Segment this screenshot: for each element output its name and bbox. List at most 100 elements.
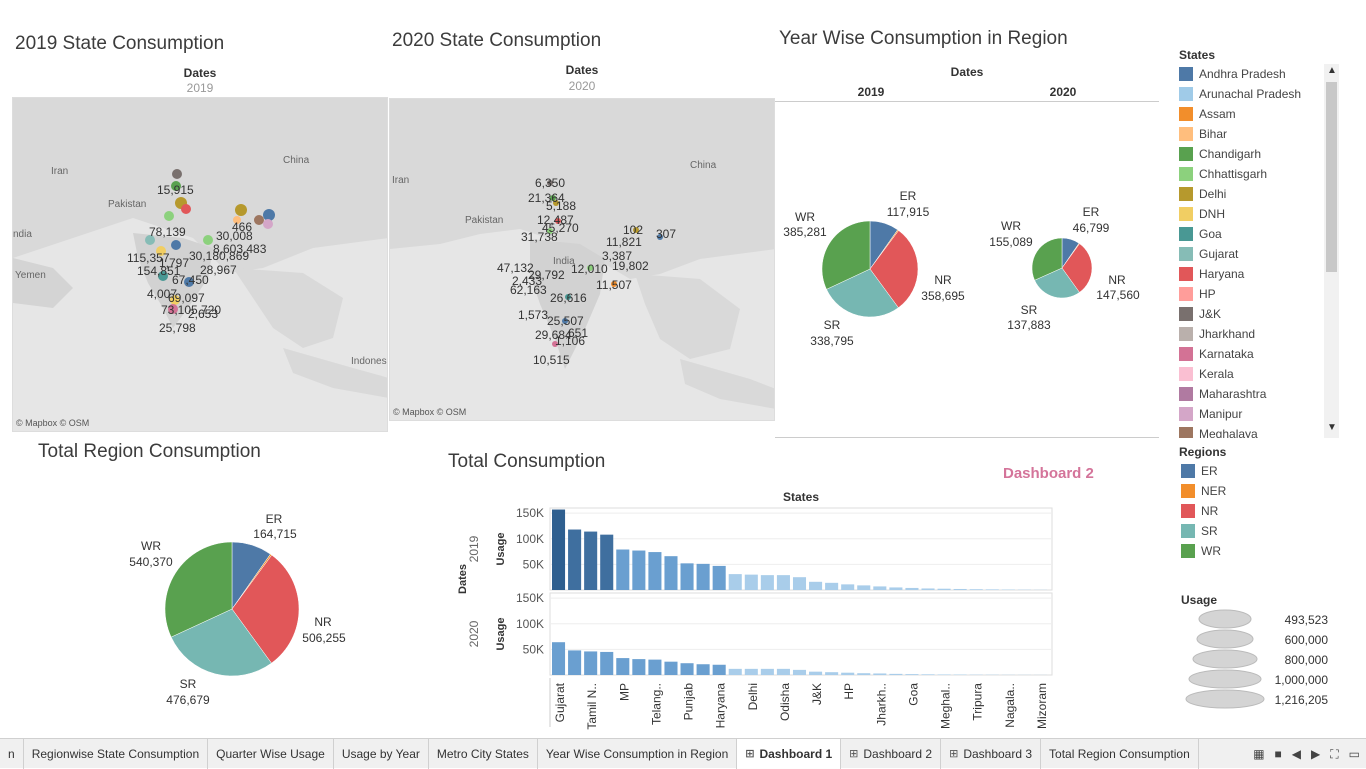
bar[interactable] — [777, 669, 790, 675]
legend-item[interactable]: WR — [1181, 541, 1331, 561]
bar[interactable] — [986, 589, 999, 590]
bar[interactable] — [793, 670, 806, 675]
legend-item[interactable]: Bihar — [1179, 124, 1324, 144]
bar[interactable] — [921, 674, 934, 675]
legend-item[interactable]: NR — [1181, 501, 1331, 521]
map2020-attribution[interactable]: © Mapbox © OSM — [393, 407, 466, 417]
bar[interactable] — [873, 586, 886, 590]
bar[interactable] — [616, 658, 629, 675]
legend-item[interactable]: ER — [1181, 461, 1331, 481]
bar[interactable] — [584, 651, 597, 675]
scroll-thumb[interactable] — [1326, 82, 1337, 272]
scroll-down-icon[interactable]: ▼ — [1327, 422, 1337, 433]
bar[interactable] — [793, 577, 806, 590]
bar[interactable] — [648, 660, 661, 675]
bar[interactable] — [600, 535, 613, 590]
bar[interactable] — [568, 530, 581, 590]
film-strip-icon[interactable]: ■ — [1275, 747, 1282, 761]
tab-regionwise-state-consumption[interactable]: Regionwise State Consumption — [24, 739, 208, 769]
bar[interactable] — [873, 673, 886, 675]
legend-item[interactable]: Chhattisgarh — [1179, 164, 1324, 184]
map-2019[interactable]: Iran Pakistan China Yemen Indones ndia — [12, 97, 388, 432]
bar[interactable] — [954, 589, 967, 590]
tab-metro-city-states[interactable]: Metro City States — [429, 739, 538, 769]
bar[interactable] — [632, 659, 645, 675]
prev-sheet-icon[interactable]: ◀ — [1292, 747, 1301, 761]
bar[interactable] — [761, 669, 774, 675]
bar[interactable] — [970, 589, 983, 590]
bar[interactable] — [648, 552, 661, 590]
bar[interactable] — [809, 582, 822, 590]
bar[interactable] — [921, 588, 934, 590]
next-sheet-icon[interactable]: ▶ — [1311, 747, 1320, 761]
bar[interactable] — [905, 674, 918, 675]
legend-item[interactable]: Arunachal Pradesh — [1179, 84, 1324, 104]
bar[interactable] — [857, 585, 870, 590]
bar[interactable] — [713, 566, 726, 590]
legend-item[interactable]: Goa — [1179, 224, 1324, 244]
bar[interactable] — [841, 673, 854, 675]
tab-n[interactable]: n — [0, 739, 24, 769]
legend-item[interactable]: HP — [1179, 284, 1324, 304]
legend-item[interactable]: Chandigarh — [1179, 144, 1324, 164]
bar[interactable] — [713, 665, 726, 675]
presentation-icon[interactable]: ▭ — [1349, 747, 1360, 761]
tab-dashboard-2[interactable]: ⊞Dashboard 2 — [841, 739, 941, 769]
bar[interactable] — [938, 589, 951, 590]
bar[interactable] — [600, 652, 613, 675]
bar[interactable] — [777, 575, 790, 590]
tab-usage-by-year[interactable]: Usage by Year — [334, 739, 429, 769]
bar[interactable] — [697, 664, 710, 675]
bar[interactable] — [889, 674, 902, 675]
bar[interactable] — [905, 588, 918, 590]
legend-item[interactable]: Gujarat — [1179, 244, 1324, 264]
fullscreen-icon[interactable]: ⛶ — [1330, 747, 1338, 762]
legend-item[interactable]: Manipur — [1179, 404, 1324, 424]
legend-item[interactable]: Delhi — [1179, 184, 1324, 204]
tab-dashboard-3[interactable]: ⊞Dashboard 3 — [941, 739, 1041, 769]
bar[interactable] — [681, 663, 694, 675]
grid-view-icon[interactable]: ▦ — [1253, 747, 1264, 761]
bar[interactable] — [745, 575, 758, 590]
bar[interactable] — [729, 574, 742, 590]
bar[interactable] — [664, 556, 677, 590]
bar[interactable] — [938, 674, 951, 675]
bar[interactable] — [697, 564, 710, 590]
legend-item[interactable]: Haryana — [1179, 264, 1324, 284]
legend-item[interactable]: Meghalaya — [1179, 424, 1324, 438]
tab-total-region-consumption[interactable]: Total Region Consumption — [1041, 739, 1199, 769]
bar[interactable] — [681, 563, 694, 590]
map2019-attribution[interactable]: © Mapbox © OSM — [16, 418, 89, 428]
legend-item[interactable]: J&K — [1179, 304, 1324, 324]
bar[interactable] — [825, 672, 838, 675]
bar[interactable] — [568, 650, 581, 675]
scroll-up-icon[interactable]: ▲ — [1327, 65, 1337, 76]
bar[interactable] — [584, 532, 597, 590]
legend-item[interactable]: DNH — [1179, 204, 1324, 224]
bar[interactable] — [761, 575, 774, 590]
bar[interactable] — [889, 587, 902, 590]
legend-item[interactable]: Assam — [1179, 104, 1324, 124]
bar[interactable] — [664, 662, 677, 675]
bar[interactable] — [857, 673, 870, 675]
legend-item[interactable]: SR — [1181, 521, 1331, 541]
legend-item[interactable]: Maharashtra — [1179, 384, 1324, 404]
bar[interactable] — [745, 669, 758, 675]
legend-item[interactable]: Kerala — [1179, 364, 1324, 384]
map-2020[interactable]: Iran Pakistan China India 6,350 21,364 5… — [389, 98, 775, 421]
bar[interactable] — [809, 672, 822, 675]
legend-item[interactable]: Andhra Pradesh — [1179, 64, 1324, 84]
bar[interactable] — [616, 550, 629, 590]
tab-year-wise-consumption-in-region[interactable]: Year Wise Consumption in Region — [538, 739, 737, 769]
bar[interactable] — [552, 642, 565, 675]
legend-item[interactable]: NER — [1181, 481, 1331, 501]
bar[interactable] — [825, 583, 838, 590]
tab-dashboard-1[interactable]: ⊞Dashboard 1 — [737, 739, 841, 769]
bar[interactable] — [841, 584, 854, 590]
legend-item[interactable]: Jharkhand — [1179, 324, 1324, 344]
